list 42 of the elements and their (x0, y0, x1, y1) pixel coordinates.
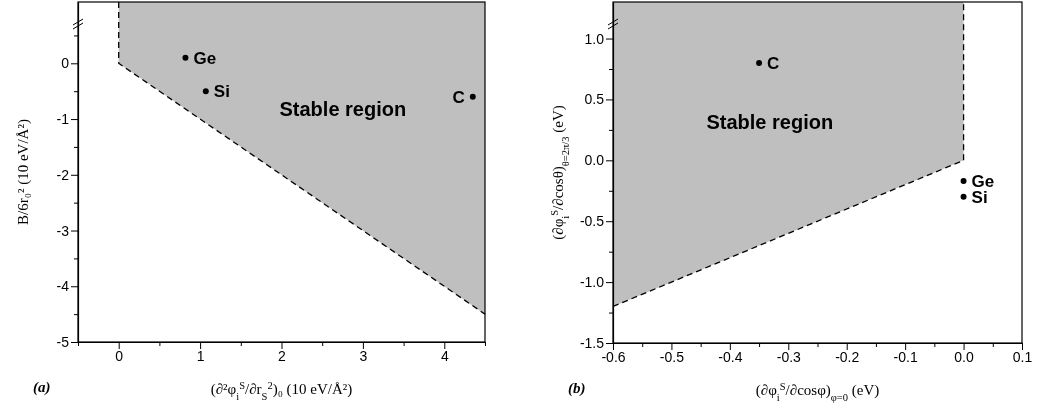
text: (a) (33, 379, 51, 396)
y-tick-label: -1.5 (579, 334, 605, 351)
point (960, 178, 967, 184)
y-axis-title: B/6r₀² (10 eV/Å²) (15, 119, 32, 225)
x-tick-label: 0.0 (954, 348, 975, 365)
y-tick-label: -1.0 (579, 274, 605, 291)
x-tick-label: 0 (115, 347, 124, 364)
x-tick-label: -0.6 (601, 348, 626, 365)
annotation: C (452, 87, 465, 107)
y-tick-label: -3 (56, 222, 70, 239)
x-tick-label: 1 (196, 347, 205, 364)
x-tick-label: 2 (278, 347, 287, 364)
y-tick-label: -5 (56, 333, 70, 350)
annotation: Stable region (279, 98, 407, 121)
y-tick-label: -2 (56, 166, 70, 183)
y-tick-label: 0.5 (584, 91, 605, 108)
x-tick-label: 4 (440, 347, 449, 364)
y-tick-label: -4 (56, 278, 70, 295)
text: (b) (568, 380, 586, 397)
x-tick-label: -0.2 (835, 348, 860, 365)
point (202, 88, 209, 95)
point (960, 193, 967, 200)
annotation: Si (213, 82, 230, 102)
x-tick-label: -0.3 (776, 348, 802, 365)
y-tick-label: -1 (56, 111, 70, 128)
annotation: Stable region (706, 110, 834, 133)
annotation: Ge (193, 48, 217, 68)
x-tick-label: -0.1 (893, 348, 918, 365)
y-tick-label: 1.0 (584, 30, 605, 47)
y-tick-label: -0.5 (579, 213, 605, 230)
x-tick-label: -0.5 (659, 348, 685, 365)
x-tick-label: 3 (359, 347, 368, 364)
point (756, 59, 763, 66)
annotation: C (767, 53, 780, 73)
point (469, 93, 476, 100)
y-tick-label: 0 (61, 55, 70, 72)
x-axis-title: (∂φ$_{i}$$^{S}$/∂cosφ)$_{φ=0}$ (eV) (755, 380, 880, 403)
point (182, 54, 189, 61)
x-axis-title: (∂²φ$_{i}$$^{S}$/∂r$_{S}$$^{2}$)₀ (10 eV/Å²) (210, 379, 353, 402)
y-tick-label: 0.0 (584, 152, 605, 169)
x-tick-label: -0.4 (718, 348, 743, 365)
x-tick-label: 0.1 (1012, 348, 1033, 365)
